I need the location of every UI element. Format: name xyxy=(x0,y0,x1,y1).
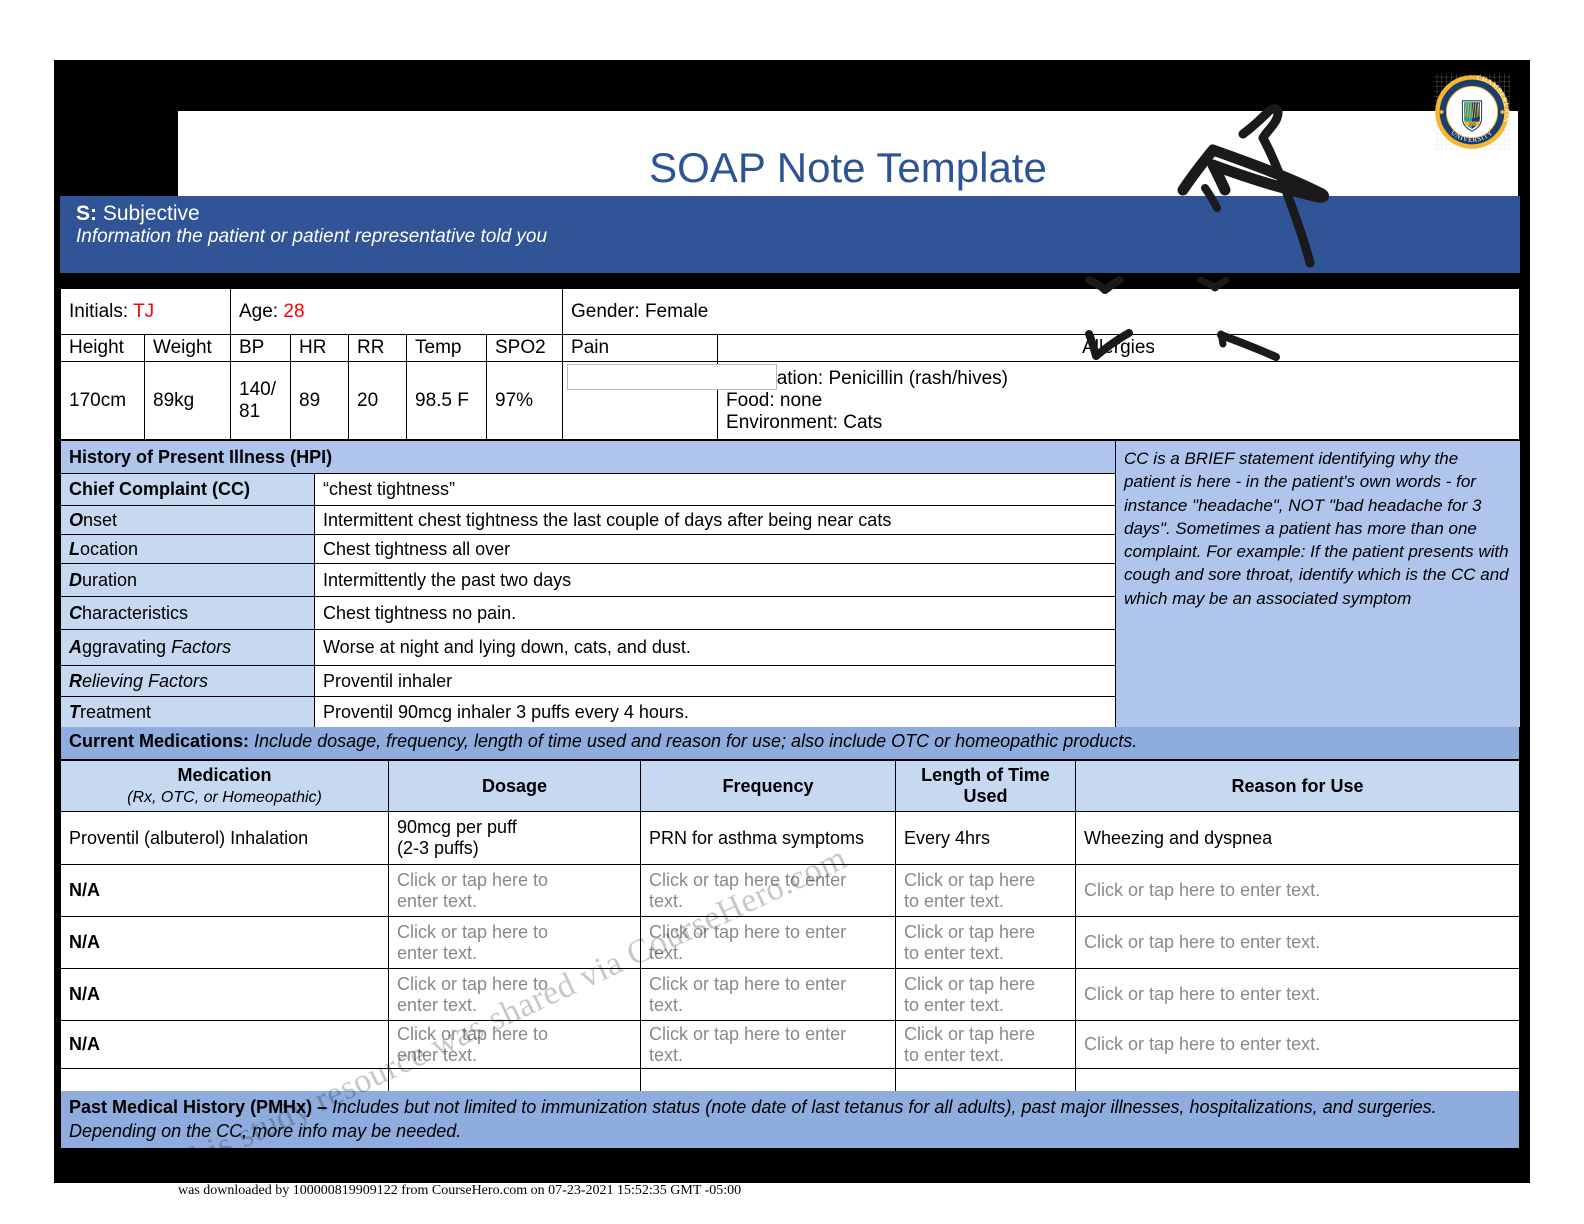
svg-text:1889: 1889 xyxy=(1468,122,1476,127)
